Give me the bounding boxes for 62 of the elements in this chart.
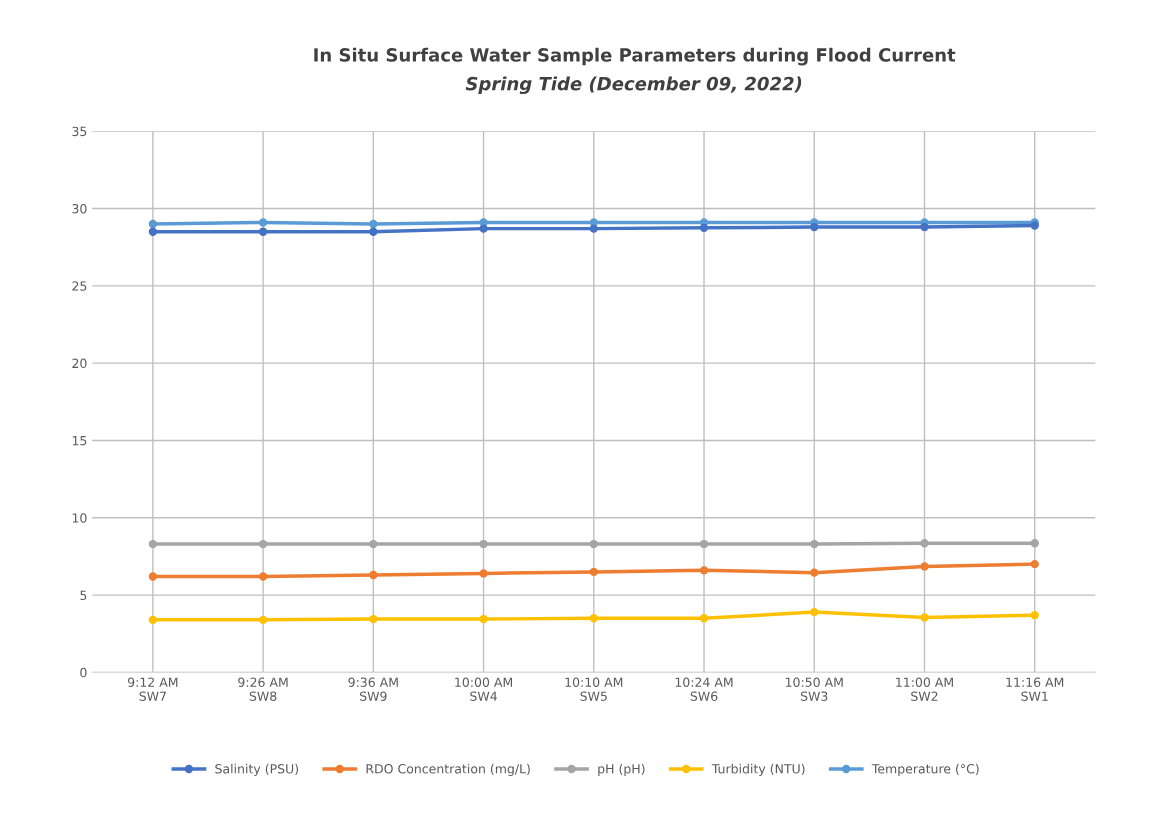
point	[479, 569, 488, 578]
x-tick-label: 9:26 AM SW8	[238, 677, 288, 701]
legend-label: pH (pH)	[598, 763, 645, 776]
point	[479, 539, 488, 549]
point	[810, 539, 819, 549]
point	[258, 572, 268, 581]
point	[258, 218, 268, 227]
chart-title: In Situ Surface Water Sample Parameters during Flood Current	[314, 47, 956, 66]
point	[699, 566, 709, 575]
x-tick-label: 10:24 AM SW6	[675, 677, 733, 701]
point	[589, 539, 598, 549]
point	[258, 615, 268, 624]
legend-label: Turbidity (NTU)	[711, 763, 805, 776]
point	[369, 539, 378, 549]
x-tick-label: 10:50 AM SW3	[785, 677, 843, 701]
point	[369, 227, 378, 236]
point	[589, 224, 598, 233]
x-tick-label: 10:10 AM SW5	[565, 677, 623, 701]
legend-label: Salinity (PSU)	[215, 763, 299, 776]
point	[369, 219, 378, 229]
x-tick-label: 10:00 AM SW4	[455, 677, 513, 701]
point	[148, 572, 158, 581]
y-tick-label: 20	[72, 358, 87, 369]
point	[1030, 539, 1039, 548]
point	[148, 219, 158, 229]
point	[369, 614, 378, 624]
y-tick-label: 15	[72, 436, 87, 446]
legend-label: Temperature (°C)	[871, 763, 979, 776]
y-tick-label: 25	[72, 281, 87, 291]
point	[479, 614, 488, 624]
x-tick-label: 11:16 AM SW1	[1006, 677, 1064, 701]
point	[920, 613, 929, 622]
y-tick-label: 35	[72, 126, 87, 137]
point	[920, 539, 929, 548]
point	[699, 223, 709, 233]
point	[1030, 559, 1039, 569]
point	[810, 222, 819, 232]
point	[479, 224, 488, 233]
point	[810, 568, 819, 577]
x-tick-label: 9:36 AM SW9	[348, 677, 398, 701]
point	[699, 614, 709, 623]
point	[258, 227, 268, 236]
point	[810, 607, 819, 617]
point	[1030, 611, 1039, 620]
point	[148, 227, 158, 236]
point	[148, 615, 158, 624]
x-tick-label: 9:12 AM SW7	[127, 677, 178, 701]
point	[589, 614, 598, 623]
point	[369, 570, 378, 580]
y-tick-label: 0	[80, 667, 87, 678]
point	[920, 562, 929, 571]
y-tick-label: 30	[72, 203, 87, 214]
point	[258, 539, 268, 549]
y-tick-label: 5	[80, 590, 87, 601]
point	[589, 567, 598, 577]
point	[699, 539, 709, 549]
chart-subtitle: Spring Tide (December 09, 2022)	[465, 76, 802, 95]
x-tick-label: 11:00 AM SW2	[896, 677, 953, 701]
legend-label: RDO Concentration (mg/L)	[366, 763, 530, 776]
y-tick-label: 10	[72, 513, 87, 523]
point	[148, 539, 158, 549]
point	[920, 222, 929, 232]
